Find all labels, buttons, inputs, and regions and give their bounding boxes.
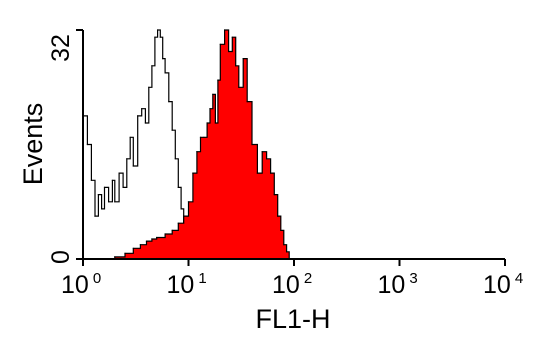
- histogram-point: [199, 136, 202, 138]
- x-tick-label: 10 1: [167, 270, 207, 299]
- histogram-point: [171, 229, 173, 231]
- filled-histogram-series: [101, 29, 290, 260]
- histogram-point: [162, 58, 164, 60]
- histogram-point: [164, 233, 166, 235]
- histogram-point: [242, 58, 244, 60]
- histogram-point: [101, 208, 103, 210]
- histogram-point: [171, 129, 173, 131]
- histogram-point: [273, 194, 275, 196]
- histogram-point: [118, 172, 120, 174]
- histogram-point: [124, 252, 126, 254]
- histogram-point: [132, 165, 134, 167]
- histogram-point: [206, 122, 208, 124]
- histogram-point: [251, 143, 253, 146]
- histogram-point: [212, 93, 214, 95]
- histogram-point: [90, 179, 92, 181]
- histogram-point: [183, 215, 185, 217]
- histogram-point: [192, 172, 194, 174]
- histogram-point: [94, 215, 96, 217]
- x-tick-label: 10 2: [272, 270, 312, 299]
- histogram-point: [277, 215, 279, 217]
- histogram-point: [159, 36, 161, 38]
- histogram-point: [219, 43, 221, 45]
- histogram-point: [126, 158, 128, 160]
- histogram-point: [187, 201, 190, 203]
- histogram-point: [145, 240, 148, 242]
- histogram-point: [217, 79, 219, 81]
- x-tick-label: 10 0: [61, 270, 101, 299]
- histogram-point: [154, 36, 156, 38]
- y-tick-label: 32: [47, 34, 75, 62]
- filled-histogram-outline: [101, 29, 290, 260]
- histogram-point: [286, 251, 288, 253]
- histogram-point: [103, 186, 106, 188]
- histogram-point: [122, 186, 124, 188]
- histogram-point: [132, 247, 134, 249]
- histogram-point: [174, 158, 176, 160]
- x-tick-label: 10 4: [483, 270, 523, 299]
- histogram-point: [203, 136, 205, 138]
- histogram-point: [144, 122, 146, 124]
- histogram-point: [283, 244, 285, 246]
- histogram-point: [114, 256, 116, 258]
- histogram-point: [238, 86, 240, 88]
- histogram-point: [157, 29, 159, 31]
- histogram-point: [108, 201, 110, 203]
- histogram-point: [164, 72, 166, 74]
- histogram-point: [266, 158, 268, 160]
- histogram-point: [151, 238, 153, 240]
- histogram-point: [235, 65, 237, 67]
- histogram-point: [111, 179, 113, 181]
- histogram-point: [280, 229, 282, 231]
- histogram-point: [224, 29, 226, 31]
- histogram-point: [261, 151, 263, 153]
- histogram-point: [231, 36, 233, 38]
- histogram-point: [256, 172, 258, 174]
- x-tick-label: 10 3: [378, 270, 418, 299]
- filled-histogram-area: [101, 30, 290, 259]
- histogram-point: [156, 236, 158, 239]
- histogram-point: [141, 108, 143, 110]
- histogram-point: [270, 172, 272, 174]
- histogram-point: [180, 208, 182, 210]
- histogram-point: [168, 101, 170, 103]
- x-axis-label: FL1-H: [255, 304, 330, 334]
- histogram-point: [151, 65, 153, 67]
- histogram-point: [129, 136, 131, 138]
- histogram-point: [86, 143, 88, 146]
- histogram-point: [137, 115, 139, 117]
- histogram-point: [139, 244, 141, 246]
- histogram-point: [97, 194, 99, 196]
- y-tick-label: 0: [47, 250, 75, 264]
- histogram-point: [177, 222, 179, 224]
- histogram-point: [196, 151, 198, 153]
- y-axis-label: Events: [18, 103, 48, 186]
- histogram-point: [246, 101, 248, 103]
- histogram-point: [148, 86, 150, 88]
- histogram-point: [214, 122, 216, 124]
- histogram-point: [209, 108, 211, 110]
- histogram-point: [114, 201, 116, 203]
- histogram-point: [177, 186, 179, 188]
- histogram-point: [228, 50, 230, 53]
